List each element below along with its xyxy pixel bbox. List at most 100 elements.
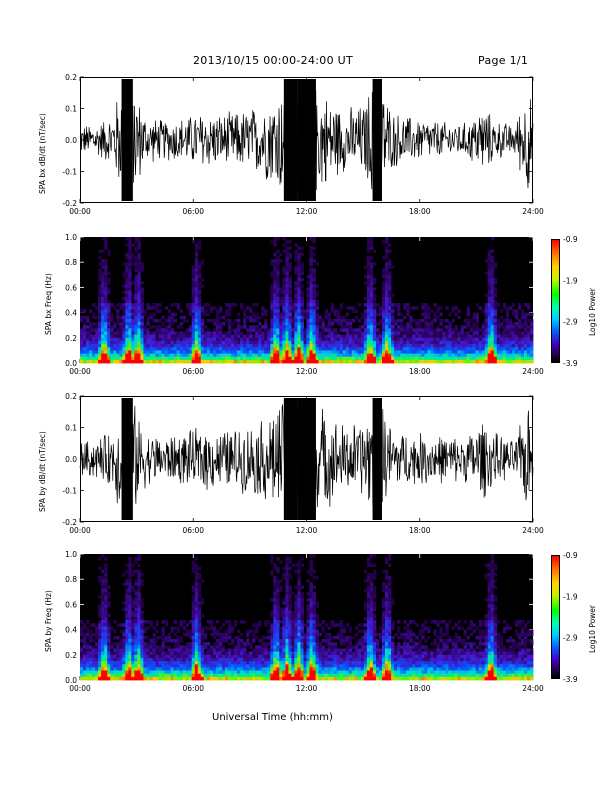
spectrogram-cell	[134, 648, 138, 652]
spectrogram-cell	[218, 353, 223, 358]
spectrogram-cell	[388, 277, 392, 282]
spectrogram-cell	[363, 673, 368, 678]
spectrogram-cell	[221, 651, 226, 656]
spectrogram-cell	[158, 635, 162, 640]
spectrogram-cell	[484, 303, 489, 307]
spectrogram-cell	[321, 645, 325, 649]
spectrogram-cell	[282, 265, 286, 269]
spectrogram-cell	[200, 353, 205, 358]
spectrogram-cell	[484, 356, 489, 361]
spectrogram-cell	[98, 309, 102, 313]
spectrogram-cell	[360, 648, 365, 652]
spectrogram-cell	[107, 252, 111, 257]
spectrogram-cell	[122, 661, 126, 665]
spectrogram-cell	[134, 306, 138, 310]
waveform-saturated-band	[121, 398, 133, 520]
spectrogram-cell	[273, 268, 277, 272]
spectrogram-cell	[246, 635, 250, 640]
spectrogram-cell	[197, 315, 202, 320]
spectrogram-cell	[185, 340, 190, 345]
spectrogram-cell	[258, 347, 262, 351]
spectrogram-cell	[478, 350, 482, 354]
spectrogram-cell	[276, 293, 280, 298]
spectrogram-cell	[527, 325, 531, 329]
spectrogram-cell	[140, 620, 144, 624]
spectrogram-cell	[86, 670, 90, 674]
spectrogram-cell	[412, 331, 416, 335]
spectrogram-cell	[403, 334, 407, 339]
spectrogram-cell	[161, 664, 165, 668]
spectrogram-cell	[348, 334, 353, 339]
spectrogram-cell	[188, 676, 193, 681]
spectrogram-cell	[309, 340, 313, 345]
spectrogram-cell	[279, 661, 283, 665]
spectrogram-cell	[270, 635, 274, 640]
spectrogram-cell	[101, 651, 105, 656]
spectrogram-cell	[128, 312, 132, 317]
spectrogram-cell	[285, 249, 289, 254]
spectrogram-cell	[421, 350, 425, 354]
spectrogram-cell	[122, 303, 126, 307]
spectrogram-cell	[530, 350, 534, 354]
spectrogram-cell	[270, 569, 274, 574]
spectrogram-cell	[288, 610, 292, 615]
spectrogram-cell	[101, 284, 105, 288]
spectrogram-cell	[288, 648, 292, 652]
spectrogram-cell	[176, 353, 180, 358]
spectrogram-cell	[297, 331, 301, 335]
spectrogram-cell	[249, 673, 253, 678]
spectrogram-cell	[511, 359, 516, 364]
spectrogram-cell	[517, 344, 522, 348]
spectrogram-cell	[225, 629, 229, 634]
spectrogram-cell	[164, 331, 168, 335]
spectrogram-cell	[472, 328, 476, 332]
spectrogram-cell	[261, 667, 265, 671]
spectrogram-cell	[318, 347, 322, 351]
spectrogram-cell	[451, 350, 455, 354]
spectrogram-cell	[89, 673, 93, 678]
spectrogram-cell	[273, 601, 277, 605]
spectrogram-cell	[152, 658, 156, 662]
spectrogram-cell	[155, 303, 159, 307]
spectrogram-cell	[421, 353, 425, 358]
spectrogram-cell	[342, 654, 347, 659]
spectrogram-cell	[206, 642, 211, 646]
spectrogram-cell	[279, 315, 283, 320]
spectrogram-cell	[104, 576, 108, 580]
spectrogram-cell	[83, 344, 87, 348]
spectrogram-cell	[273, 306, 277, 310]
spectrogram-cell	[194, 664, 199, 668]
spectrogram-cell	[342, 344, 347, 348]
spectrogram-cell	[330, 318, 335, 323]
spectrogram-cell	[303, 661, 307, 665]
spectrogram-cell	[161, 639, 165, 643]
spectrogram-cell	[517, 328, 522, 332]
spectrogram-cell	[487, 337, 492, 342]
spectrogram-cell	[107, 635, 111, 640]
spectrogram-cell	[517, 318, 522, 323]
spectrogram-cell	[137, 271, 141, 276]
spectrogram-cell	[137, 604, 141, 608]
spectrogram-cell	[327, 654, 331, 659]
spectrogram-cell	[505, 331, 510, 335]
spectrogram-cell	[249, 359, 253, 364]
spectrogram-cell	[209, 334, 214, 339]
spectrogram-cell	[487, 290, 492, 295]
spectrogram-cell	[249, 331, 253, 335]
spectrogram-cell	[113, 654, 117, 659]
spectrogram-cell	[463, 334, 467, 339]
spectrogram-cell	[288, 312, 292, 317]
spectrogram-cell	[514, 344, 519, 348]
spectrogram-cell	[394, 334, 398, 339]
spectrogram-cell	[185, 629, 190, 634]
spectrogram-cell	[107, 648, 111, 652]
spectrogram-cell	[140, 613, 144, 618]
spectrogram-cell	[285, 315, 289, 320]
spectrogram-cell	[276, 595, 280, 599]
spectrogram-cell	[113, 347, 117, 351]
spectrogram-cell	[231, 334, 235, 339]
spectrogram-cell	[258, 654, 262, 659]
spectrogram-cell	[197, 293, 202, 298]
spectrogram-cell	[463, 350, 467, 354]
spectrogram-cell	[212, 328, 217, 332]
